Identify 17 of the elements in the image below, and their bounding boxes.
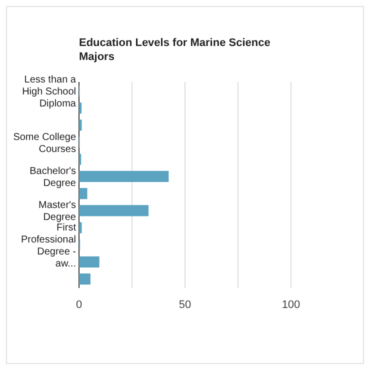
bar bbox=[79, 222, 82, 234]
x-tick-label: 50 bbox=[178, 299, 192, 311]
y-tick-label: Some College Courses bbox=[13, 132, 76, 155]
y-tick-label: Bachelor's Degree bbox=[30, 166, 76, 189]
bar bbox=[79, 120, 82, 131]
y-tick-label: First Professional Degree - aw... bbox=[20, 222, 76, 270]
y-tick-label: Master's Degree bbox=[38, 200, 76, 224]
bar bbox=[79, 205, 149, 216]
y-tick-label: Less than a High School Diploma bbox=[22, 74, 76, 110]
bar bbox=[79, 102, 82, 114]
x-tick-label: 100 bbox=[282, 299, 300, 311]
chart-title: Education Levels for Marine Science Majors bbox=[79, 37, 270, 63]
bar bbox=[79, 188, 88, 200]
bar bbox=[79, 256, 100, 268]
bar bbox=[79, 273, 90, 285]
bar bbox=[79, 170, 169, 182]
x-tick-label: 0 bbox=[76, 299, 82, 311]
